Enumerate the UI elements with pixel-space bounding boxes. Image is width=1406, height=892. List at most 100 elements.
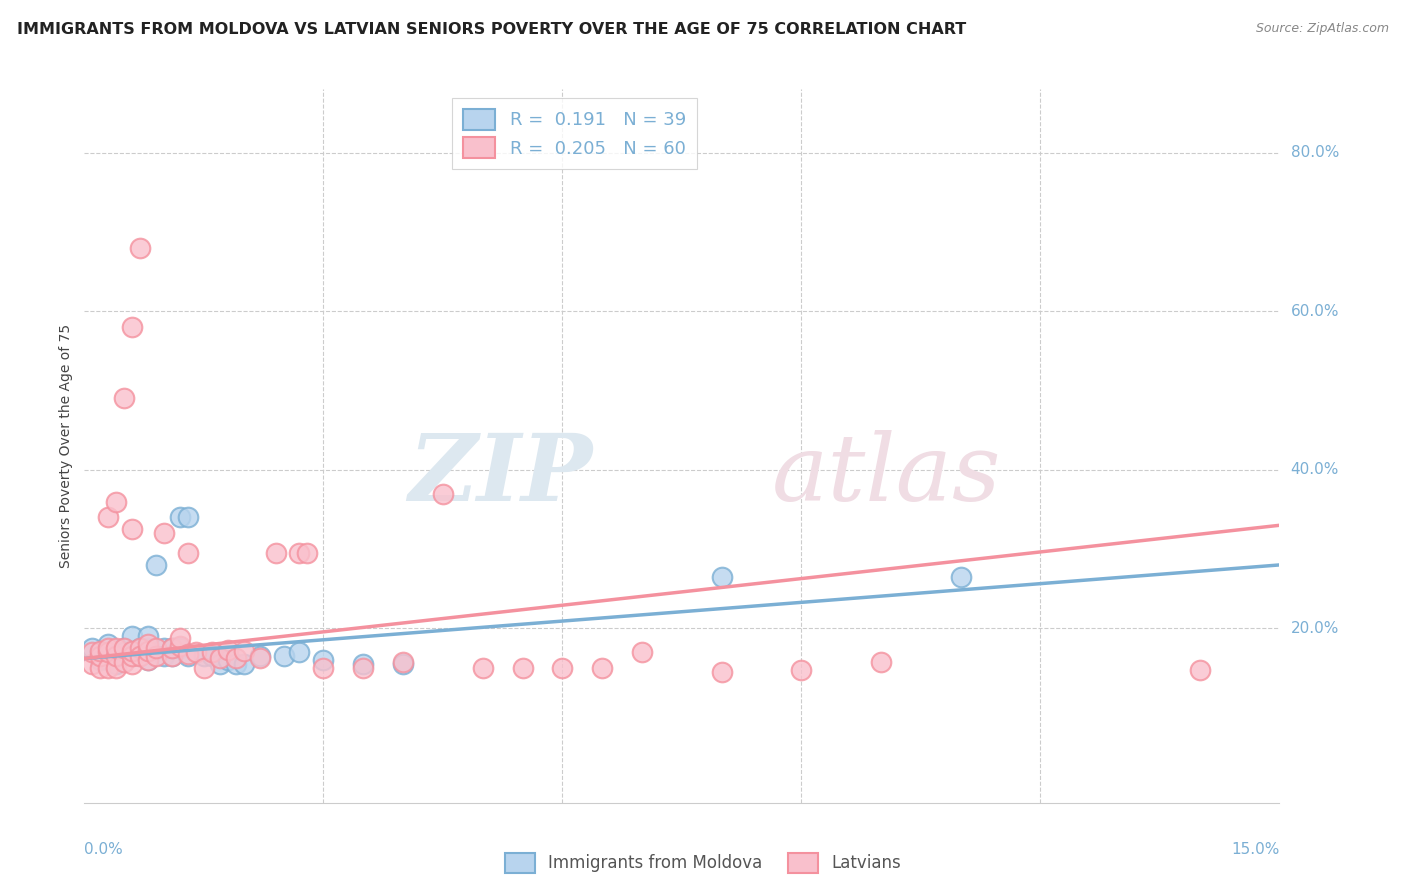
Point [249,650,271,665]
Point [105,657,128,671]
Point [112,645,135,659]
Point [169,639,191,653]
Point [297,546,319,560]
Point [208,651,231,665]
Point [89,649,111,664]
Point [160,649,183,664]
Point [160,641,183,656]
Point [89,645,111,659]
Point [160,649,183,664]
Point [392,657,415,671]
Legend: Immigrants from Moldova, Latvians: Immigrants from Moldova, Latvians [499,847,907,880]
Point [121,522,143,536]
Point [136,641,159,656]
Point [145,641,167,656]
Text: 40.0%: 40.0% [1291,462,1339,477]
Point [288,546,311,560]
Point [136,653,159,667]
Point [82,641,104,656]
Point [352,657,374,671]
Point [82,645,104,659]
Point [177,647,200,661]
Point [136,643,159,657]
Legend: R =  0.191   N = 39, R =  0.205   N = 60: R = 0.191 N = 39, R = 0.205 N = 60 [451,98,697,169]
Point [177,510,200,524]
Point [153,649,176,664]
Point [631,645,654,659]
Point [232,657,254,671]
Point [153,641,176,656]
Point [129,241,152,255]
Point [121,649,143,664]
Point [112,641,135,656]
Point [710,665,733,679]
Point [97,653,120,667]
Y-axis label: Seniors Poverty Over the Age of 75: Seniors Poverty Over the Age of 75 [59,324,73,568]
Point [97,661,120,675]
Point [169,631,191,645]
Text: 15.0%: 15.0% [1232,842,1279,856]
Point [89,661,111,675]
Text: IMMIGRANTS FROM MOLDOVA VS LATVIAN SENIORS POVERTY OVER THE AGE OF 75 CORRELATIO: IMMIGRANTS FROM MOLDOVA VS LATVIAN SENIO… [17,22,966,37]
Point [136,653,159,667]
Point [105,649,128,664]
Point [392,656,415,670]
Point [97,641,120,656]
Point [870,656,893,670]
Point [193,649,215,664]
Point [97,510,120,524]
Point [121,643,143,657]
Point [112,655,135,669]
Point [153,526,176,541]
Point [249,649,271,664]
Point [97,645,120,659]
Point [217,653,239,667]
Point [112,641,135,656]
Point [89,643,111,657]
Point [201,649,224,664]
Point [177,546,200,560]
Point [129,641,152,656]
Point [512,661,534,675]
Point [551,661,574,675]
Point [129,641,152,656]
Point [471,661,494,675]
Point [121,320,143,334]
Point [121,657,143,671]
Text: 0.0%: 0.0% [84,842,124,856]
Point [208,657,231,671]
Text: 60.0%: 60.0% [1291,303,1339,318]
Point [169,641,191,656]
Text: 20.0%: 20.0% [1291,621,1339,636]
Point [1188,663,1211,677]
Point [591,661,613,675]
Point [225,651,247,665]
Point [232,643,254,657]
Point [97,637,120,651]
Point [273,649,295,664]
Point [160,641,183,656]
Point [790,663,813,677]
Point [177,649,200,664]
Point [82,657,104,671]
Point [105,494,128,508]
Point [169,510,191,524]
Point [352,661,374,675]
Point [129,649,152,664]
Point [201,645,224,659]
Text: ZIP: ZIP [408,430,592,519]
Point [217,642,239,657]
Text: atlas: atlas [772,430,1001,519]
Point [949,570,972,584]
Text: 80.0%: 80.0% [1291,145,1339,161]
Point [312,653,335,667]
Point [312,661,335,675]
Point [89,653,111,667]
Point [264,546,287,560]
Point [105,661,128,675]
Point [145,558,167,572]
Point [193,661,215,675]
Point [432,486,454,500]
Point [105,641,128,656]
Point [288,645,311,659]
